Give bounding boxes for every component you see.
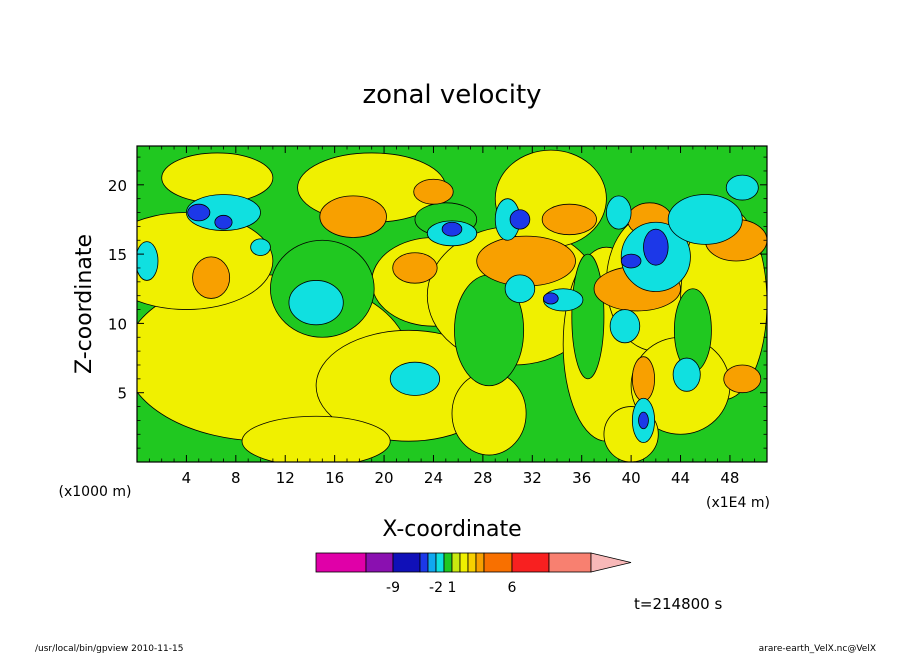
colorbar-arrow: [590, 552, 632, 573]
colorbar-band: [483, 552, 513, 573]
colorbar-band: [459, 552, 469, 573]
colorbar-band: [475, 552, 485, 573]
contour-region-45: [137, 241, 159, 281]
y-axis: 5 10 15 20: [108, 156, 767, 449]
y-tick-label: 15: [108, 246, 127, 264]
contour-region-52: [643, 228, 669, 266]
colorbar-tick-label: -2: [429, 580, 443, 596]
x-tick-label: 24: [424, 469, 443, 487]
contour-region-29: [631, 356, 655, 402]
contour-region-35: [250, 238, 271, 256]
colorbar-band: [419, 552, 429, 573]
contour-region-32: [288, 280, 344, 326]
colorbar-tick-label: 1: [448, 580, 457, 596]
contour-region-51: [441, 221, 463, 237]
x-tick-label: 36: [572, 469, 591, 487]
colorbar-tick-label: 6: [508, 580, 517, 596]
contour-region-34: [186, 194, 261, 231]
y-tick-label: 10: [108, 315, 127, 333]
colorbar-band: [548, 552, 592, 573]
x-tick-label: 28: [473, 469, 492, 487]
x-tick-label: 8: [231, 469, 241, 487]
contour-region-33: [389, 361, 441, 396]
contour-region-40: [609, 309, 641, 344]
colorbar-band: [467, 552, 477, 573]
footer-left: /usr/local/bin/gpview 2010-11-15: [35, 644, 183, 654]
chart-title: zonal velocity: [362, 80, 541, 110]
contour-region-46: [606, 195, 632, 230]
colorbar-band: [511, 552, 550, 573]
colorbar-band: [392, 552, 421, 573]
x-unit-right: (x1E4 m): [706, 495, 770, 511]
contour-region-48: [187, 203, 211, 222]
x-tick-label: 4: [182, 469, 192, 487]
footer-right: arare-earth_VelX.nc@VelX: [759, 644, 876, 654]
x-unit-left: (x1000 m): [59, 484, 132, 500]
colorbar-band: [365, 552, 394, 573]
time-label: t=214800 s: [634, 595, 722, 613]
x-tick-label: 40: [622, 469, 641, 487]
x-tick-label: 20: [375, 469, 394, 487]
contour-region-21: [319, 195, 387, 238]
contour-region-55: [543, 292, 559, 305]
plot-frame: [136, 145, 768, 463]
x-tick-label: 12: [276, 469, 295, 487]
colorbar-band: [315, 552, 367, 573]
contour-region-42: [667, 194, 743, 245]
y-tick-label: 20: [108, 177, 127, 195]
contour-region-49: [214, 214, 233, 230]
contour-region-38: [504, 274, 536, 304]
contour-region-47: [725, 174, 759, 201]
colorbar-band: [427, 552, 437, 573]
x-tick-label: 44: [671, 469, 690, 487]
colorbar-band: [435, 552, 445, 573]
contour-region-44: [672, 357, 701, 392]
contour-region-24: [541, 203, 597, 236]
y-tick-label: 5: [117, 385, 127, 403]
plot-area: [137, 146, 767, 462]
contour-region-17: [571, 253, 605, 380]
contour-region-22: [413, 178, 454, 205]
colorbar-tick-label: -9: [386, 580, 400, 596]
y-axis-label: Z-coordinate: [72, 234, 97, 374]
contour-region-54: [638, 411, 649, 430]
x-tick-label: 48: [720, 469, 739, 487]
x-axis: 4 8 12 16 20 24 28 32 36 40 44 48: [148, 146, 756, 487]
colorbar-band: [443, 552, 453, 573]
colorbar-band: [451, 552, 461, 573]
x-tick-label: 32: [523, 469, 542, 487]
colorbar: -9 -2 1 6: [315, 552, 632, 596]
contour-region-30: [723, 364, 762, 394]
x-axis-label: X-coordinate: [382, 517, 521, 542]
contour-region-11: [241, 415, 391, 462]
contour-region-20: [192, 256, 231, 299]
contour-region-23: [392, 252, 438, 284]
x-tick-label: 16: [325, 469, 344, 487]
contour-region-53: [620, 253, 642, 269]
contour-region-50: [509, 209, 531, 230]
